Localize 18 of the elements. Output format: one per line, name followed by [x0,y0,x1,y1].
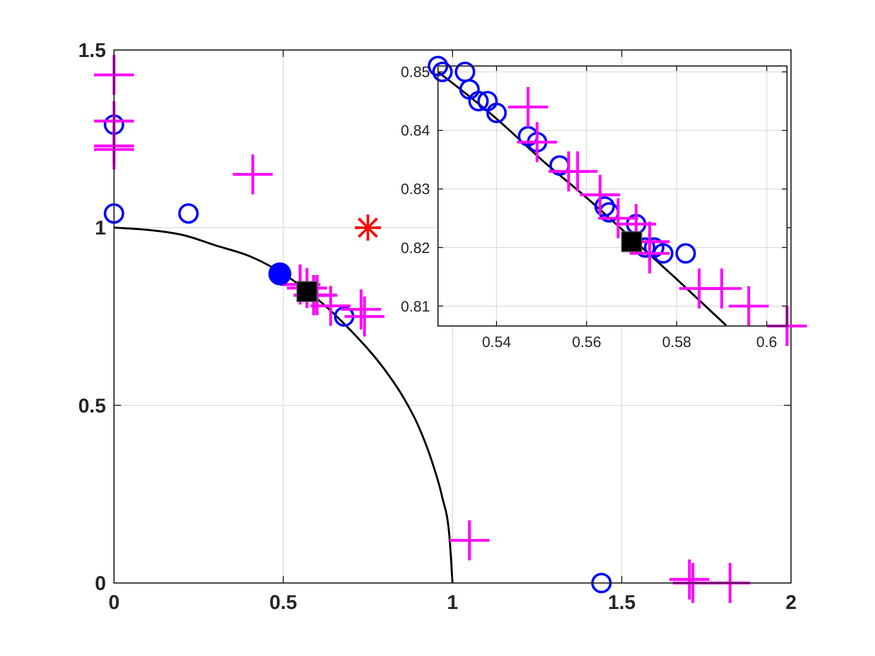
x-tick-label: 1 [446,592,458,614]
x-tick-label: 0.58 [662,334,692,351]
x-tick-label: 0.6 [756,334,778,351]
y-tick-label: 0 [94,573,106,595]
x-tick-label: 2 [785,592,797,614]
x-tick-label: 1.5 [608,592,636,614]
x-tick-label: 0.54 [482,334,512,351]
y-tick-label: 0.83 [400,181,430,198]
y-tick-label: 0.81 [400,298,430,316]
y-tick-label: 1.5 [78,40,106,62]
y-tick-label: 0.84 [400,122,430,140]
x-tick-label: 0.56 [572,334,602,351]
y-tick-label: 0.5 [78,395,106,418]
x-tick-label: 0.5 [269,592,298,614]
y-tick-label: 0.85 [400,64,430,82]
y-tick-label: 1 [94,218,106,240]
y-tick-label: 0.82 [400,240,430,257]
x-tick-label: 0 [108,592,120,614]
